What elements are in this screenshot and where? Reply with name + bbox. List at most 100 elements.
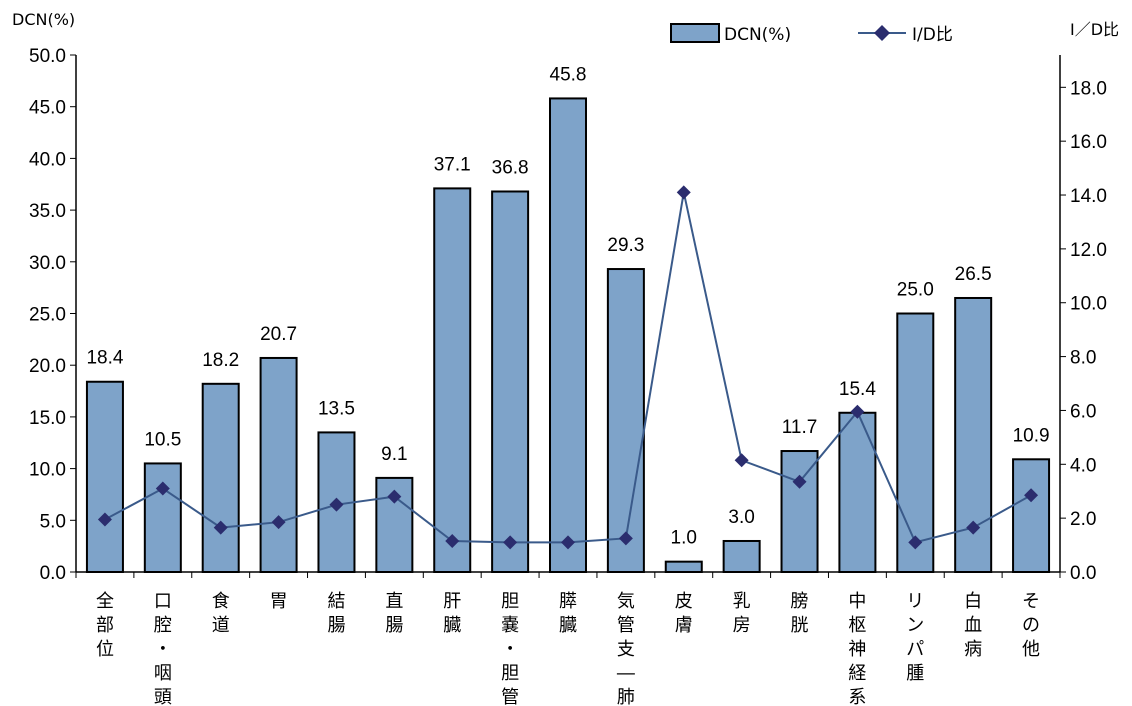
category-label: ン <box>906 615 924 636</box>
category-label: 咽 <box>154 663 172 684</box>
bar <box>549 97 587 573</box>
category-label: 腸 <box>327 615 345 636</box>
category-label: 中 <box>848 591 866 612</box>
category-label: 頭 <box>154 687 172 706</box>
y2-tick-label: 4.0 <box>1070 455 1096 476</box>
category-label: 口 <box>154 591 172 612</box>
category-label: リ <box>906 591 924 612</box>
y-tick-label: 30.0 <box>29 253 66 274</box>
category-label: 房 <box>733 615 751 636</box>
category-label: 食 <box>212 591 230 612</box>
category-label: 全 <box>96 591 114 612</box>
category-label: 胃 <box>270 591 288 612</box>
category-label: 系 <box>848 687 866 706</box>
ratio-point <box>213 520 228 535</box>
category-label: 病 <box>964 639 982 660</box>
category-label: 肺 <box>617 687 635 706</box>
bar-value-label: 36.8 <box>492 157 529 178</box>
category-label: 位 <box>96 639 114 660</box>
bar-value-label: 15.4 <box>839 379 876 400</box>
legend-line-label: I/D比 <box>912 25 953 45</box>
bar <box>664 560 703 573</box>
ratio-point <box>618 531 633 546</box>
y-tick-label: 40.0 <box>29 149 66 170</box>
y2-tick-label: 2.0 <box>1070 509 1096 530</box>
category-label: 肝 <box>443 591 461 612</box>
bar <box>259 356 298 573</box>
ratio-point <box>908 535 923 550</box>
category-label: 経 <box>848 663 866 684</box>
bar-value-label: 45.8 <box>550 64 587 85</box>
bar-value-label: 13.5 <box>318 398 355 419</box>
ratio-point <box>503 535 518 550</box>
bar <box>143 462 182 573</box>
data-labels: 18.4 10.5 18.2 20.7 13.5 9.1 37.1 36.8 45.8 29.3 1… <box>86 64 1049 548</box>
legend-line-marker <box>874 25 890 41</box>
y-tick-label: 45.0 <box>29 98 66 119</box>
category-label: 管 <box>617 615 635 636</box>
category-label: 胆 <box>501 591 519 612</box>
bar <box>780 450 819 573</box>
y2-tick-label: 14.0 <box>1070 186 1107 207</box>
bar <box>606 268 645 573</box>
category-label: 枢 <box>848 615 866 636</box>
y2-tick-label: 16.0 <box>1070 132 1107 153</box>
bar-value-label: 26.5 <box>955 264 992 285</box>
category-label: パ <box>906 639 924 660</box>
ratio-point <box>792 474 807 489</box>
axes: 0.0 5.0 10.0 15.0 20.0 25.0 30.0 35.0 40.0 45.0 50… <box>29 46 1107 584</box>
category-label: 部 <box>96 615 114 636</box>
bar-value-label: 18.4 <box>86 348 123 369</box>
category-label: 気 <box>617 591 635 612</box>
bar <box>491 190 530 573</box>
y2-tick-label: 8.0 <box>1070 348 1096 369</box>
category-label: 胆 <box>501 663 519 684</box>
category-label: 胱 <box>791 615 809 636</box>
legend-bar-label: DCN(%) <box>724 25 791 45</box>
bar-value-label: 10.5 <box>144 429 181 450</box>
ratio-point <box>271 515 286 530</box>
y-tick-label: 20.0 <box>29 356 66 377</box>
category-label: 神 <box>848 639 866 660</box>
category-label: 乳 <box>733 591 751 612</box>
legend-bar-swatch <box>670 23 720 43</box>
y2-axis-title: I／D比 <box>1070 20 1119 39</box>
category-label: ― <box>617 663 635 684</box>
bar-value-label: 11.7 <box>782 417 818 438</box>
ratio-point <box>850 404 865 419</box>
category-label: 膚 <box>675 615 693 636</box>
category-label: 腫 <box>906 663 924 684</box>
category-label: 臓 <box>443 615 461 636</box>
category-label: 膵 <box>559 591 577 612</box>
category-label: 嚢 <box>501 615 519 636</box>
category-label: 結 <box>327 591 345 612</box>
bar-value-label: 20.7 <box>260 324 297 345</box>
bar-value-label: 37.1 <box>434 154 471 175</box>
category-label: そ <box>1022 591 1040 612</box>
y-tick-label: 50.0 <box>29 46 66 67</box>
line-series <box>97 185 1039 550</box>
y-tick-label: 5.0 <box>40 511 66 532</box>
bar <box>722 539 761 573</box>
ratio-point <box>445 534 460 549</box>
bar <box>1012 458 1051 574</box>
category-label: 血 <box>964 615 982 636</box>
category-label: 皮 <box>675 591 693 612</box>
ratio-point <box>734 453 749 468</box>
bar-value-label: 1.0 <box>671 528 697 549</box>
category-label: 支 <box>617 639 635 660</box>
bar-value-label: 29.3 <box>607 235 644 256</box>
ratio-point <box>676 185 691 200</box>
category-label: 他 <box>1022 639 1040 660</box>
y2-tick-label: 10.0 <box>1070 294 1107 315</box>
category-label: ・ <box>154 639 172 660</box>
y2-tick-label: 18.0 <box>1070 78 1107 99</box>
category-label: 管 <box>501 687 519 706</box>
ratio-point <box>1024 488 1039 503</box>
category-label: 臓 <box>559 615 577 636</box>
bar <box>896 312 935 573</box>
ratio-point <box>97 512 112 527</box>
ratio-point <box>155 481 170 496</box>
category-label: 白 <box>964 591 982 612</box>
category-label: 直 <box>385 591 403 612</box>
